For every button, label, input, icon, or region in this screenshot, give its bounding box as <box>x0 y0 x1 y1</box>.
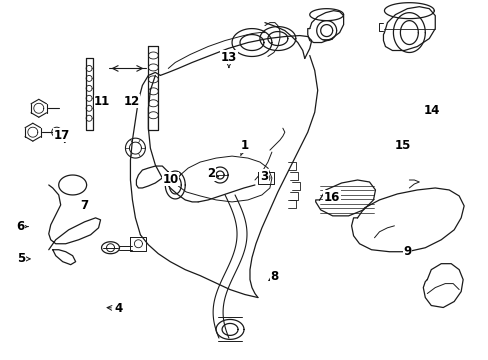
Text: 15: 15 <box>394 139 410 152</box>
Text: 10: 10 <box>162 173 178 186</box>
Text: 11: 11 <box>94 95 110 108</box>
Text: 9: 9 <box>403 245 411 258</box>
Text: 17: 17 <box>54 129 70 143</box>
Text: 4: 4 <box>107 302 122 315</box>
Text: 1: 1 <box>240 139 248 156</box>
Text: 5: 5 <box>17 252 30 265</box>
Text: 8: 8 <box>268 270 278 283</box>
Text: 6: 6 <box>16 220 28 233</box>
Text: 7: 7 <box>81 199 89 212</box>
Text: 13: 13 <box>221 51 237 67</box>
Text: 2: 2 <box>207 167 218 180</box>
Text: 3: 3 <box>258 170 267 183</box>
Text: 14: 14 <box>423 104 439 117</box>
Text: 16: 16 <box>324 191 340 204</box>
Text: 12: 12 <box>123 95 140 108</box>
